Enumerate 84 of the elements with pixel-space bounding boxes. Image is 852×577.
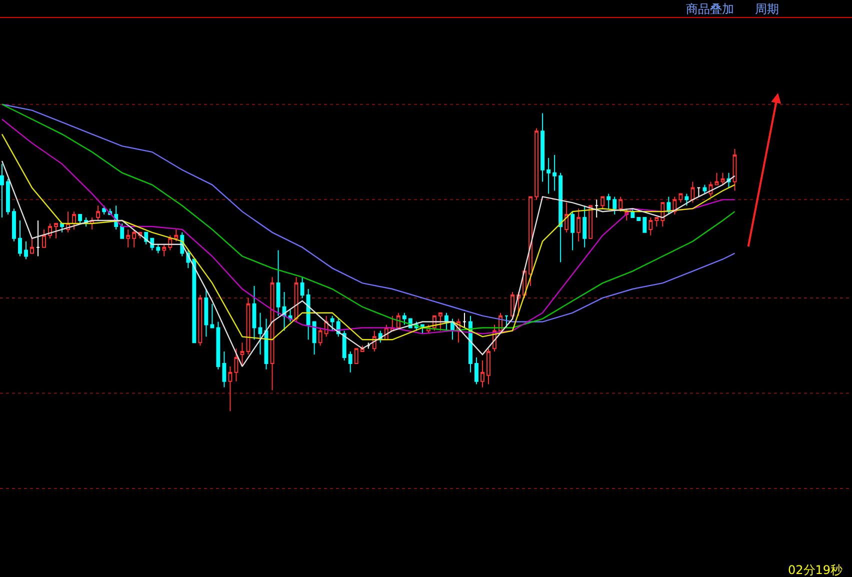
candlestick	[42, 228, 46, 248]
candlestick	[618, 196, 623, 212]
candlestick	[648, 217, 653, 236]
candlestick	[306, 288, 310, 340]
candlestick	[156, 244, 160, 254]
candlestick	[534, 128, 539, 200]
candlestick	[582, 205, 587, 248]
candlestick	[684, 193, 689, 206]
candlestick	[60, 222, 64, 233]
candlestick	[564, 202, 569, 233]
candlestick	[714, 172, 719, 186]
candlestick	[504, 315, 508, 328]
candlestick	[606, 193, 611, 210]
candlestick	[402, 312, 406, 326]
candlestick	[72, 211, 76, 230]
candlestick	[600, 196, 605, 210]
candlestick	[486, 348, 490, 385]
candlestick	[258, 312, 262, 356]
candlestick	[438, 312, 442, 332]
candlestick	[594, 199, 599, 218]
candlestick	[318, 327, 322, 346]
candlestick	[6, 178, 10, 216]
candlestick	[360, 345, 364, 352]
candlestick	[300, 276, 304, 298]
candlestick	[576, 208, 581, 242]
candlestick	[588, 205, 593, 239]
candlestick	[570, 211, 575, 251]
candlestick	[0, 163, 4, 218]
candlestick	[732, 148, 737, 192]
candlestick	[30, 238, 34, 254]
candlestick	[102, 205, 106, 216]
candlestick	[204, 288, 208, 338]
candlestick	[228, 366, 232, 412]
candlestick	[654, 217, 659, 227]
candlestick	[222, 351, 226, 388]
candlestick	[480, 360, 484, 388]
candlestick	[192, 258, 196, 344]
candlestick	[528, 196, 533, 287]
candlestick	[276, 250, 280, 316]
candlestick	[552, 154, 557, 192]
candlestick	[36, 220, 40, 257]
candlestick	[366, 342, 370, 350]
candlestick	[210, 303, 214, 328]
candlestick	[198, 294, 202, 346]
candlestick	[54, 222, 58, 239]
candlestick	[174, 228, 178, 242]
candlestick	[252, 286, 256, 340]
candlestick	[666, 196, 671, 216]
candlestick	[690, 181, 695, 204]
candlestick	[234, 348, 238, 382]
candlestick	[294, 276, 298, 322]
candlestick	[18, 220, 22, 257]
candlestick	[396, 312, 400, 328]
candlestick	[636, 217, 641, 222]
candlestick	[96, 205, 100, 222]
candlestick	[546, 157, 551, 194]
candlestick	[78, 214, 82, 224]
candlestick	[12, 208, 16, 242]
candlestick	[474, 357, 478, 385]
candlestick	[330, 315, 334, 332]
candlestick	[342, 330, 346, 361]
text: 商品叠加	[686, 2, 734, 16]
candlestick	[126, 228, 130, 248]
candlestick	[162, 244, 166, 257]
candlestick	[612, 196, 617, 216]
candlestick	[444, 312, 448, 332]
candlestick	[132, 228, 136, 248]
candlestick	[558, 172, 563, 263]
candlestick	[120, 222, 124, 239]
candlestick	[240, 342, 244, 367]
candlestick	[354, 348, 358, 364]
candlestick	[720, 172, 725, 186]
candlestick	[312, 321, 316, 356]
text: 周期	[755, 2, 779, 16]
candlestick	[216, 321, 220, 370]
candlestick	[462, 312, 466, 328]
candlestick	[24, 240, 28, 260]
candlestick	[678, 193, 683, 204]
candlestick	[540, 112, 545, 182]
candlestick	[642, 217, 647, 233]
candlestick	[696, 187, 701, 198]
text: 02分19秒	[788, 563, 843, 577]
candlestick	[348, 351, 352, 373]
candlestick	[510, 291, 514, 320]
